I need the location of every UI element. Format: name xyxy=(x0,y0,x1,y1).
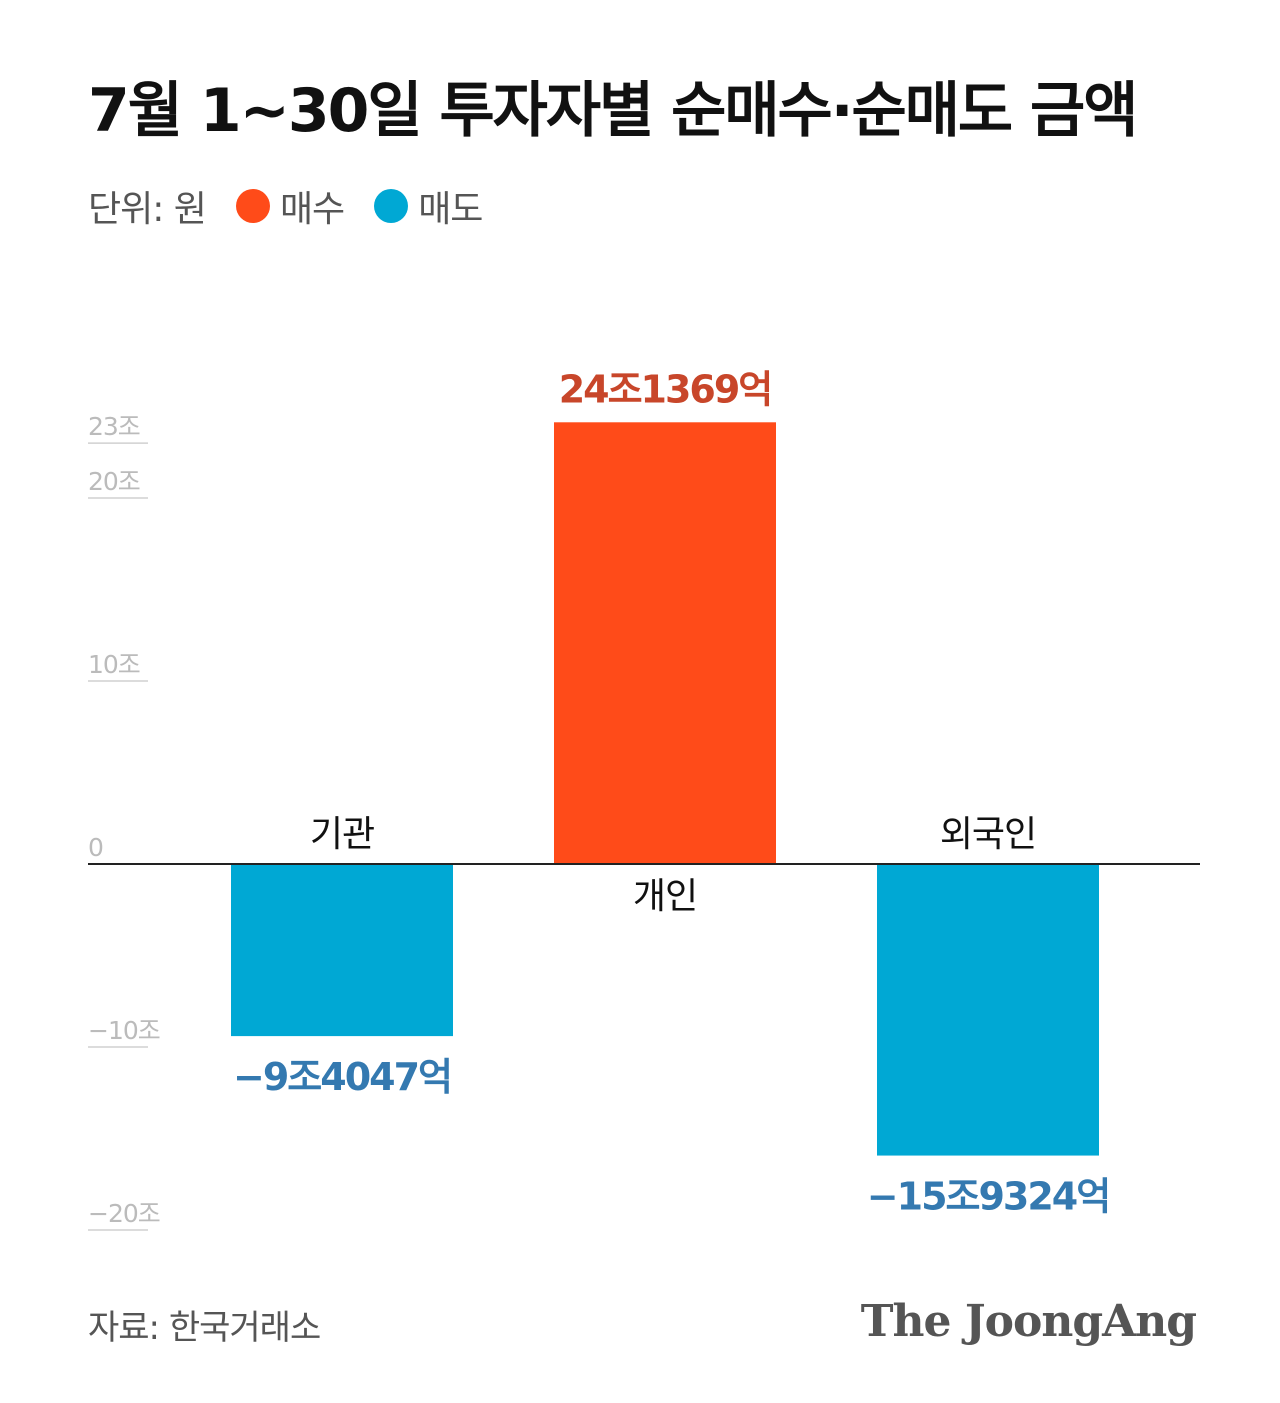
legend-buy-label: 매수 xyxy=(279,189,345,230)
legend-item-buy: 매수 xyxy=(235,180,345,232)
bar-2 xyxy=(877,864,1099,1156)
category-label-1: 개인 xyxy=(633,876,697,917)
legend-sell-label: 매도 xyxy=(418,189,483,230)
y-tick-label-5: −20조 xyxy=(88,1199,160,1228)
value-label-2: −15조9324억 xyxy=(867,1175,1109,1219)
y-tick-label-3: 0 xyxy=(88,833,103,862)
publisher-logo: The JoongAng xyxy=(860,1296,1197,1347)
bar-1 xyxy=(554,422,776,864)
category-label-0: 기관 xyxy=(310,814,374,855)
y-tick-label-2: 10조 xyxy=(88,650,140,679)
bar-chart: 23조 20조 10조 0 −10조 −20조 기관 −9조4047억 개인 24조1369억외국… xyxy=(88,367,1200,1231)
sell-dot-icon xyxy=(374,189,409,223)
chart-title: 7월 1~30일 투자자별 순매수·순매도 금액 xyxy=(88,76,1138,146)
value-label-1: 24조1369억 xyxy=(559,367,772,411)
y-tick-label-0: 23조 xyxy=(88,412,140,441)
y-tick-label-4: −10조 xyxy=(88,1016,160,1045)
value-label-0: −9조4047억 xyxy=(233,1055,451,1099)
legend: 단위: 원 매수 매도 xyxy=(88,180,512,232)
category-label-2: 외국인 xyxy=(940,814,1036,855)
source-note: 자료: 한국거래소 xyxy=(88,1308,321,1348)
y-tick-label-1: 20조 xyxy=(88,467,140,496)
unit-label: 단위: 원 xyxy=(88,189,207,230)
buy-dot-icon xyxy=(235,189,270,223)
bar-0 xyxy=(231,864,453,1037)
legend-item-sell: 매도 xyxy=(374,180,483,232)
